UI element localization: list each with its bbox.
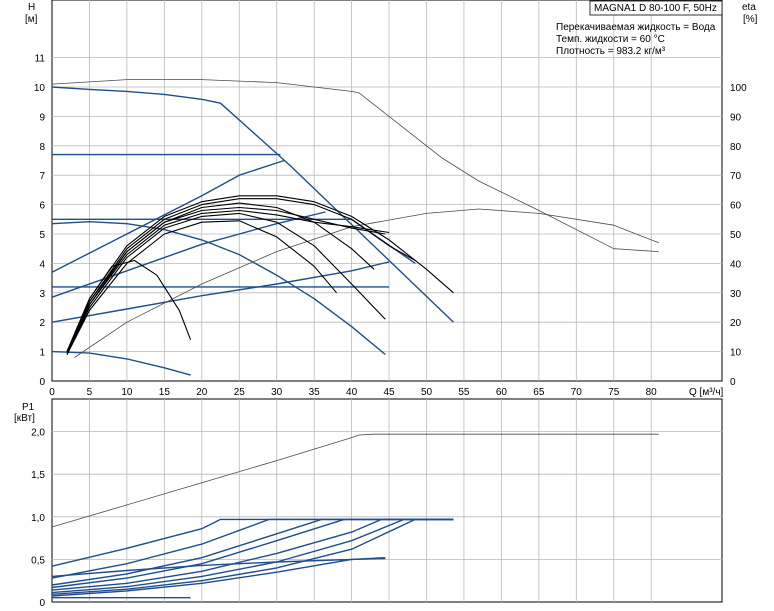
y2-tick-label: 20 (730, 318, 742, 329)
x-tick-label: 10 (121, 387, 133, 398)
efficiency-curve (66, 220, 338, 355)
y-tick-label: 2 (39, 318, 45, 329)
y2-axis-label: eta (742, 2, 756, 13)
head-plot-area (51, 0, 723, 382)
power-plot-area (51, 398, 723, 603)
y-tick-label: 11 (35, 54, 46, 65)
head-curves (51, 79, 659, 376)
x-tick-label: 80 (646, 387, 658, 398)
x-tick-label: 70 (571, 387, 583, 398)
x-tick-label: 5 (87, 387, 93, 398)
y-tick-label: 8 (39, 142, 45, 153)
x-tick-label: 40 (346, 387, 358, 398)
y2-tick-label: 100 (730, 83, 747, 94)
efficiency-curve (66, 259, 192, 352)
efficiency-curve (66, 209, 390, 355)
x-tick-label: 15 (159, 387, 171, 398)
y-axis-unit: [м] (25, 14, 38, 25)
x-tick-label: 25 (234, 387, 246, 398)
power-curve (51, 433, 659, 528)
y-tick-label: 9 (39, 112, 45, 123)
power-curves (51, 433, 659, 599)
y-tick-label: 0 (39, 377, 45, 388)
efficiency-curve (66, 212, 386, 355)
chart-title: MAGNA1 D 80-100 F, 50Hz (594, 3, 717, 14)
efficiency-curve (74, 208, 659, 358)
control-curve (51, 159, 285, 273)
y-tick-label: 1 (39, 348, 45, 359)
power-grid (52, 399, 722, 602)
x-tick-label: 60 (496, 387, 508, 398)
efficiency-curve (66, 202, 375, 355)
y-tick-label: 7 (39, 171, 45, 182)
x-axis-label: Q [м³/ч] (689, 387, 724, 398)
power-curve (51, 518, 454, 591)
condition-density: Плотность = 983.2 кг/м³ (556, 46, 666, 57)
y2-tick-label: 30 (730, 289, 742, 300)
x-tick-label: 65 (533, 387, 545, 398)
power-y-tick-label: 2,0 (31, 428, 45, 439)
head-curve (51, 350, 191, 376)
x-tick-label: 75 (608, 387, 620, 398)
y-axis-label: H (28, 2, 35, 13)
efficiency-curve (51, 79, 659, 252)
power-y-tick-label: 1,5 (31, 470, 45, 481)
y-tick-label: 3 (39, 289, 45, 300)
power-y-axis-unit: [кВт] (14, 413, 35, 424)
power-y-tick-label: 1,0 (31, 513, 45, 524)
y2-tick-label: 60 (730, 201, 742, 212)
efficiency-curve (66, 195, 454, 352)
y-tick-label: 6 (39, 201, 45, 212)
y2-axis-unit: [%] (743, 14, 758, 25)
y2-tick-label: 10 (730, 348, 742, 359)
y-tick-label: 4 (39, 259, 45, 270)
y2-tick-label: 0 (730, 377, 736, 388)
head-grid (52, 0, 722, 381)
y-tick-label: 10 (34, 83, 46, 94)
x-tick-label: 30 (271, 387, 283, 398)
head-tick-labels: 0 5 10 15 20 25 30 35 40 45 50 55 60 65 70 75 8001234567… (34, 54, 747, 398)
y2-tick-label: 90 (730, 112, 742, 123)
power-y-tick-label: 0,5 (31, 555, 45, 566)
power-y-tick-label: 0 (39, 598, 45, 609)
x-tick-label: 20 (196, 387, 208, 398)
y-tick-label: 5 (39, 230, 45, 241)
y2-tick-label: 50 (730, 230, 742, 241)
condition-temperature: Темп. жидкости = 60 °C (556, 34, 665, 45)
x-tick-label: 45 (383, 387, 395, 398)
power-tick-labels: 0 0,5 1,0 1,5 2,0 (31, 428, 45, 609)
power-y-axis-label: P1 (22, 402, 35, 413)
x-tick-label: 55 (458, 387, 470, 398)
control-curve (51, 261, 390, 323)
head-curve (51, 220, 386, 356)
power-curve (51, 518, 454, 595)
title-box (589, 0, 723, 16)
x-tick-label: 50 (421, 387, 433, 398)
x-tick-label: 35 (309, 387, 321, 398)
y2-tick-label: 70 (730, 171, 742, 182)
control-curve (51, 211, 326, 298)
y2-tick-label: 40 (730, 259, 742, 270)
x-tick-label: 0 (49, 387, 55, 398)
condition-fluid: Перекачиваемая жидкость = Вода (556, 22, 716, 33)
efficiency-curve (66, 206, 386, 352)
power-curve (51, 518, 454, 589)
power-curve (51, 557, 386, 578)
y2-tick-label: 80 (730, 142, 742, 153)
